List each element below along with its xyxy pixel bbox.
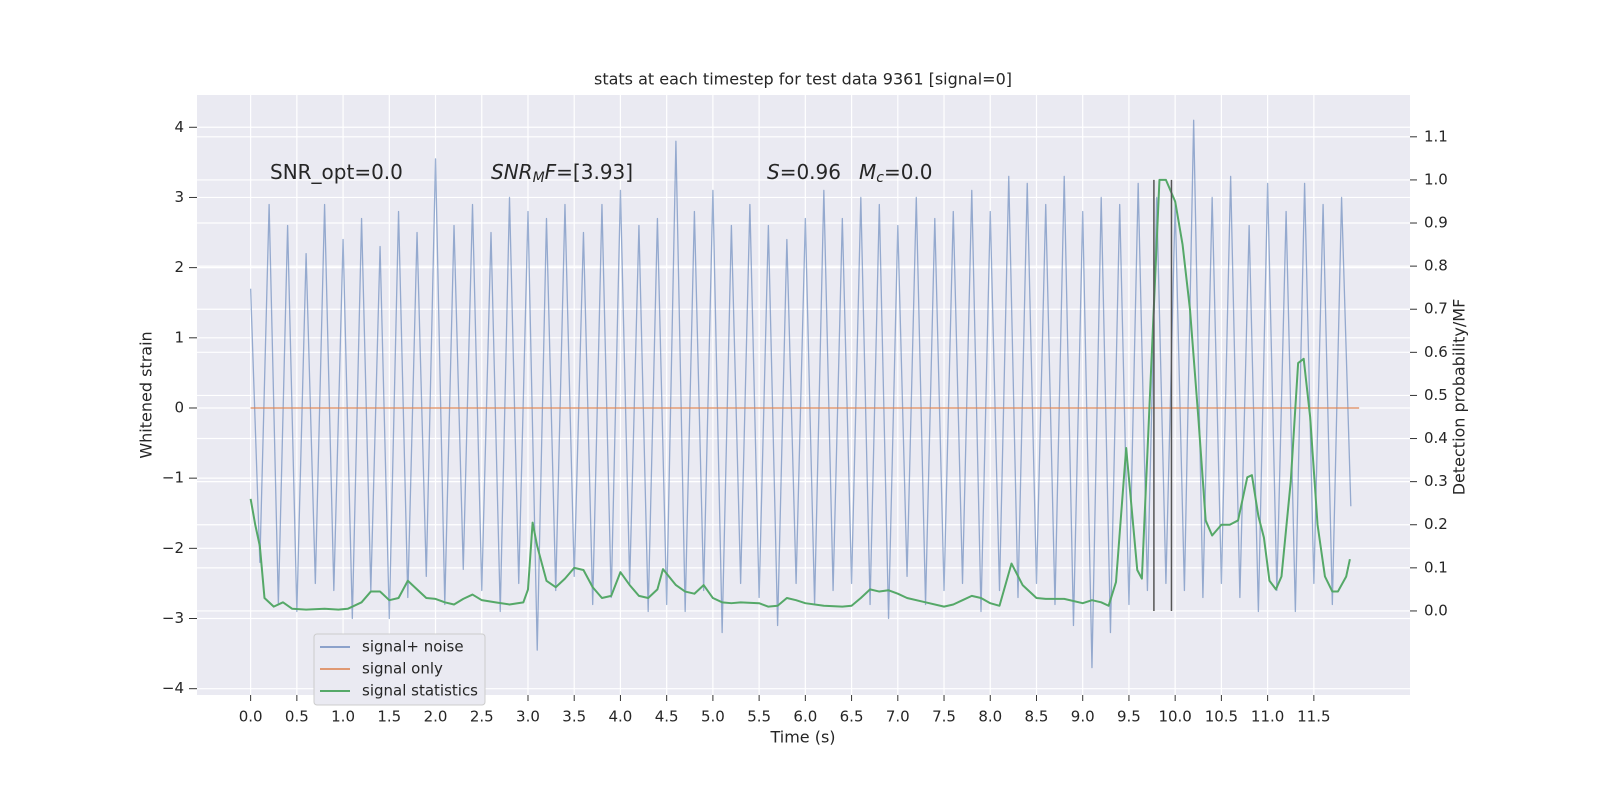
- x-tick-label: 0.0: [239, 708, 263, 726]
- x-tick-label: 2.0: [424, 708, 448, 726]
- annotation: SNRMF=[3.93]: [491, 160, 633, 187]
- x-tick-label: 6.5: [840, 708, 864, 726]
- y-tick-label: −2: [162, 539, 184, 557]
- annotation: S=0.96: [767, 160, 841, 184]
- annotation-part: SNR_opt=0.0: [270, 160, 403, 184]
- series-line: [249, 119, 1352, 669]
- annotation-part: M: [533, 170, 545, 186]
- y-tick-label: −3: [162, 609, 184, 627]
- y2-tick-label: 0.9: [1424, 214, 1448, 232]
- chart-title: stats at each timestep for test data 936…: [594, 70, 1012, 89]
- x-tick-label: 4.0: [609, 708, 633, 726]
- x-tick-label: 11.5: [1297, 708, 1330, 726]
- annotation-part: S: [767, 160, 780, 184]
- annotation-part: =0.0: [884, 160, 933, 184]
- legend-label: signal statistics: [362, 682, 478, 700]
- x-tick-label: 3.0: [516, 708, 540, 726]
- x-tick-label: 6.0: [793, 708, 817, 726]
- y2-tick-label: 0.0: [1424, 601, 1448, 619]
- marks: [249, 119, 1360, 669]
- annotation-part: F: [545, 160, 557, 184]
- x-tick-label: 10.0: [1158, 708, 1191, 726]
- x-tick-label: 2.5: [470, 708, 494, 726]
- annotation-part: =[3.93]: [556, 160, 633, 184]
- y-tick-label: 1: [174, 328, 184, 346]
- y-tick-label: −4: [162, 679, 184, 697]
- annotation-part: SNR: [491, 160, 533, 184]
- y2-tick-label: 1.0: [1424, 170, 1448, 188]
- legend-box: [313, 633, 486, 706]
- annotation-part: =0.96: [780, 160, 841, 184]
- y2-tick-label: 0.1: [1424, 558, 1448, 576]
- y2-tick-label: 0.7: [1424, 300, 1448, 318]
- x-tick-label: 7.5: [932, 708, 956, 726]
- x-tick-label: 4.5: [655, 708, 679, 726]
- annotation: Mc=0.0: [859, 160, 933, 187]
- y2-axis-label: Detection probability/MF: [1450, 299, 1469, 496]
- y2-tick-label: 1.1: [1424, 127, 1448, 145]
- y-tick-label: −1: [162, 469, 184, 487]
- x-tick-label: 5.0: [701, 708, 725, 726]
- series-line: [249, 178, 1351, 611]
- x-tick-label: 7.0: [886, 708, 910, 726]
- y-tick-label: 0: [174, 398, 184, 416]
- y2-tick-label: 0.5: [1424, 386, 1448, 404]
- y2-tick-label: 0.6: [1424, 343, 1448, 361]
- x-tick-label: 8.5: [1025, 708, 1049, 726]
- x-tick-label: 1.0: [331, 708, 355, 726]
- x-tick-label: 1.5: [377, 708, 401, 726]
- y-axis-label: Whitened strain: [137, 331, 156, 458]
- y-tick-label: 2: [174, 258, 184, 276]
- x-tick-label: 11.0: [1251, 708, 1284, 726]
- x-axis-label: Time (s): [769, 728, 835, 747]
- x-tick-label: 8.0: [978, 708, 1002, 726]
- y-tick-label: 4: [174, 118, 184, 136]
- x-tick-label: 3.5: [562, 708, 586, 726]
- x-tick-label: 9.0: [1071, 708, 1095, 726]
- annotation-part: c: [876, 170, 884, 186]
- x-tick-label: 0.5: [285, 708, 309, 726]
- y2-tick-label: 0.3: [1424, 472, 1448, 490]
- legend-label: signal only: [362, 660, 443, 678]
- y2-tick-label: 0.8: [1424, 257, 1448, 275]
- x-tick-label: 10.5: [1205, 708, 1238, 726]
- legend-label: signal+ noise: [362, 638, 464, 656]
- axes: 0.0 0.5 1.0 1.5 2.0 2.5 3.0 3.5 4.0 4.5 5.0 5.5 6.0 6…: [162, 118, 1448, 726]
- y2-tick-label: 0.2: [1424, 515, 1448, 533]
- x-tick-label: 9.5: [1117, 708, 1141, 726]
- x-tick-label: 5.5: [747, 708, 771, 726]
- y-tick-label: 3: [174, 188, 184, 206]
- annotation: SNR_opt=0.0: [270, 160, 403, 184]
- y2-tick-label: 0.4: [1424, 429, 1448, 447]
- legend: signal+ noise signal only signal statistic…: [313, 633, 486, 706]
- annotation-part: M: [859, 160, 876, 184]
